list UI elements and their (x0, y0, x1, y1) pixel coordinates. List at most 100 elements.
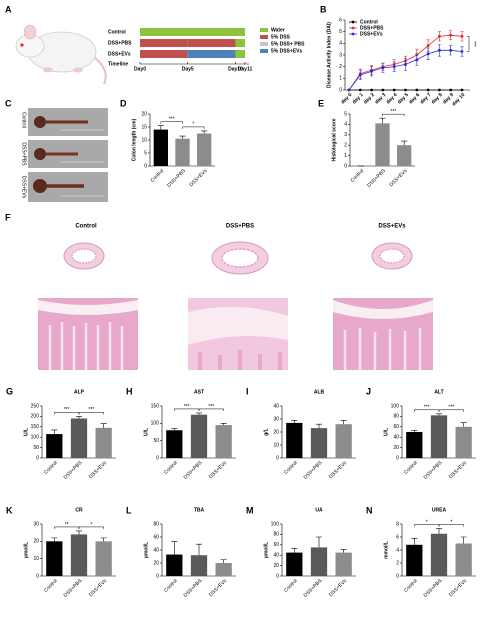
y-tick-label: 20 (153, 560, 159, 566)
legend-label: DSS+PBS (360, 25, 384, 31)
histology-group: Control (75, 224, 97, 230)
error-bar (340, 549, 347, 553)
y-tick-label: 40 (153, 547, 159, 553)
significance-label: *** (88, 407, 94, 413)
y-tick-label: 0 (396, 573, 399, 579)
legend-marker (351, 26, 355, 30)
bar (286, 422, 303, 458)
y-tick-label: 0 (36, 573, 39, 579)
significance-bracket (198, 408, 224, 411)
y-tick-label: 100 (271, 521, 280, 527)
bar (455, 543, 472, 576)
y-axis-label: g/L (263, 428, 269, 436)
panel-letter: I (246, 386, 249, 396)
annotation: *** (471, 41, 477, 47)
y-tick-label: 5 (339, 29, 342, 35)
y-axis-label: U/L (23, 428, 29, 436)
series-point (358, 88, 362, 92)
error-bar (401, 140, 408, 146)
legend-label: Control (360, 19, 378, 25)
series-point (347, 88, 351, 92)
bar (406, 544, 423, 576)
bar (190, 555, 208, 576)
x-tick-label: DSS+PBS (366, 168, 387, 189)
bar (215, 563, 232, 576)
series-point (460, 50, 464, 53)
series-point (449, 33, 453, 37)
y-tick-label: 150 (31, 424, 40, 430)
x-tick-label: Control (350, 168, 366, 184)
y-tick-label: 10 (273, 442, 279, 448)
annotation-bracket (467, 36, 470, 52)
timeline-row-label: DSS+PBS (108, 40, 132, 46)
x-tick-label: day 3 (374, 92, 387, 105)
significance-label: *** (448, 405, 454, 411)
error-bar (201, 130, 208, 134)
legend-swatch (260, 42, 268, 46)
significance-bracket (438, 409, 464, 412)
x-tick-label: day 5 (397, 92, 410, 105)
y-tick-label: 0 (276, 455, 279, 461)
error-bar (171, 428, 178, 431)
error-bar (460, 536, 467, 544)
y-tick-label: 0 (276, 573, 279, 579)
significance-bracket (382, 113, 405, 117)
timeline-segment (235, 50, 245, 58)
legend-swatch (260, 49, 268, 53)
y-axis-label: mmol/L (383, 541, 389, 559)
error-bar (100, 537, 107, 542)
series-point (415, 88, 419, 92)
y-tick-label: 40 (273, 553, 279, 559)
series-point (358, 73, 362, 77)
y-tick-label: 0 (156, 573, 159, 579)
y-axis-label: Disease Activity Index (DAI) (326, 22, 332, 88)
significance-bracket (78, 526, 104, 529)
y-tick-label: 80 (273, 532, 279, 538)
legend-label: 5% DSS (271, 34, 291, 40)
y-tick-label: 8 (396, 521, 399, 527)
y-tick-label: 10 (141, 137, 147, 143)
photo-label: DSS+EVs (21, 176, 27, 199)
y-axis-label: μmol/L (143, 542, 149, 558)
x-tick-label: DSS+EVs (328, 460, 348, 480)
series-point (438, 48, 441, 52)
timeline-segment (140, 28, 245, 36)
y-tick-label: 4 (396, 547, 399, 553)
y-tick-label: 150 (151, 403, 160, 409)
y-tick-label: 1 (344, 153, 347, 159)
x-tick-label: Control (403, 578, 419, 594)
series-point (415, 58, 419, 62)
histology-images (38, 241, 433, 370)
x-tick-label: Control (43, 578, 59, 594)
y-tick-label: 2 (344, 143, 347, 149)
y-tick-label: 20 (141, 111, 147, 117)
timeline-day: Day10 (228, 66, 243, 72)
x-tick-label: Control (403, 460, 419, 476)
significance-label: *** (184, 404, 190, 410)
photo-label: DSS+PBS (21, 142, 27, 166)
error-bar (436, 413, 442, 416)
bar (455, 426, 472, 458)
x-tick-label: DSS+EVs (208, 578, 228, 598)
y-axis-label: Colon length (cm) (131, 118, 137, 161)
bar (286, 552, 303, 576)
bar (406, 432, 423, 458)
y-tick-label: 250 (31, 403, 40, 409)
bar (153, 129, 168, 166)
series-point (392, 88, 396, 92)
x-tick-label: day 2 (363, 92, 376, 105)
series-point (426, 52, 430, 56)
significance-bracket (160, 121, 183, 124)
bar (46, 541, 63, 576)
x-tick-label: DSS+EVs (208, 460, 228, 480)
x-tick-label: DSS+PBS (303, 460, 324, 481)
x-tick-label: DSS+EVs (328, 578, 348, 598)
bar (95, 541, 112, 576)
chart-title: AST (194, 389, 204, 395)
y-axis-label: Histological score (331, 118, 337, 161)
legend-label: 5% DSS+EVs (271, 48, 302, 54)
colon-photos (28, 108, 108, 202)
bar (430, 415, 448, 458)
error-bar (196, 412, 202, 415)
y-tick-label: 4 (339, 41, 342, 47)
